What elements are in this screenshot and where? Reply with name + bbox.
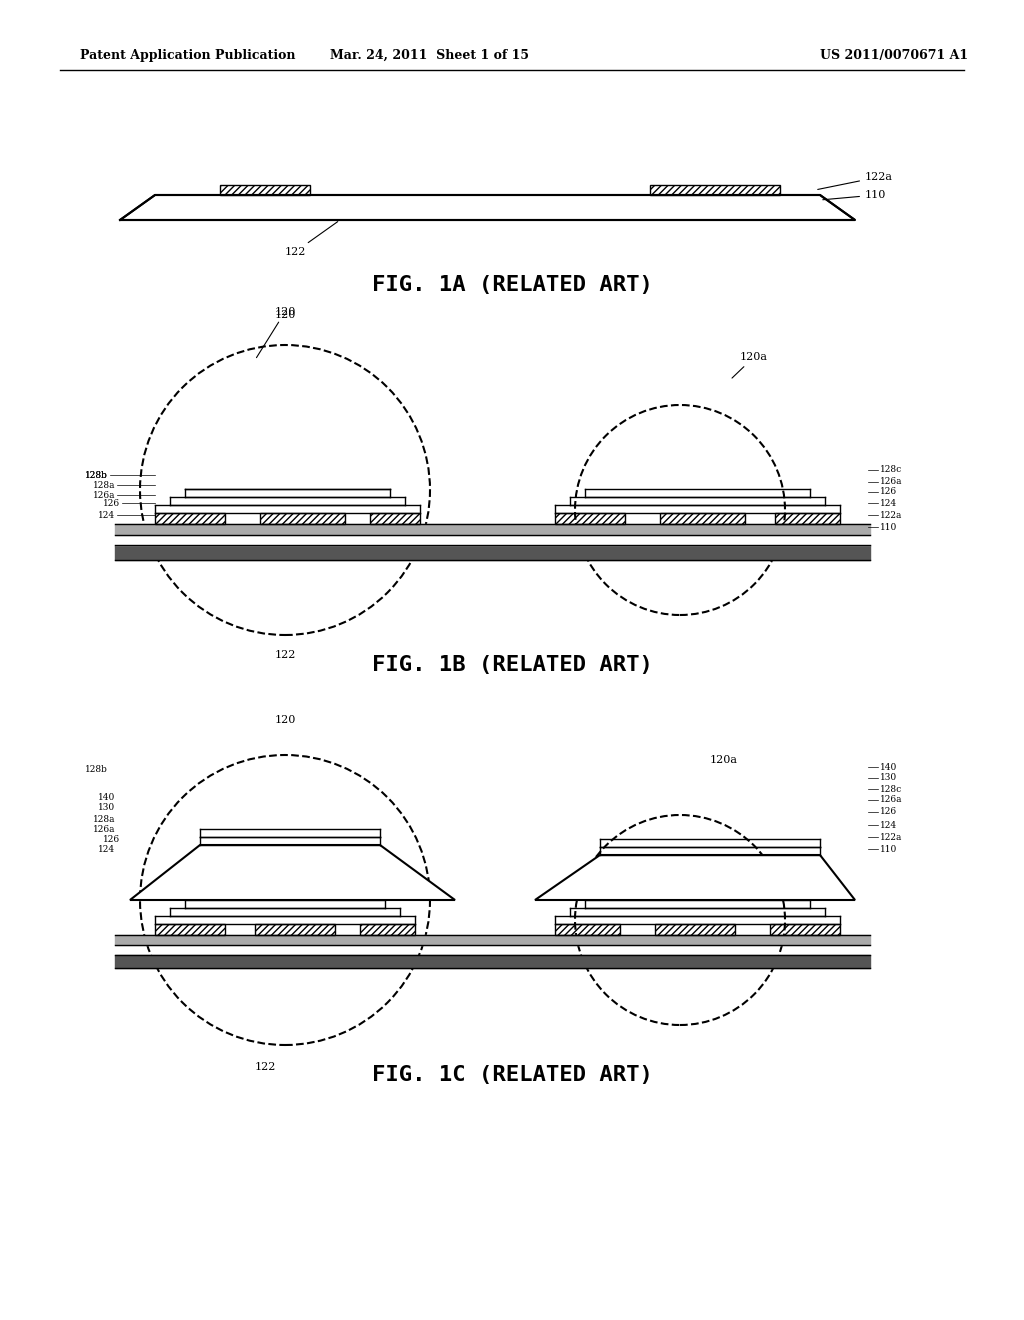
Text: 120a: 120a — [732, 352, 768, 378]
Text: 122a: 122a — [880, 511, 902, 520]
Text: 110: 110 — [880, 845, 897, 854]
Text: 120: 120 — [274, 715, 296, 725]
Text: 128a: 128a — [92, 480, 115, 490]
Text: 124: 124 — [98, 845, 115, 854]
Text: 122: 122 — [285, 222, 338, 257]
Text: Patent Application Publication: Patent Application Publication — [80, 49, 296, 62]
Text: 140: 140 — [97, 792, 115, 801]
Text: 130: 130 — [98, 804, 115, 813]
Text: 124: 124 — [880, 499, 897, 507]
Polygon shape — [535, 855, 855, 900]
Text: 120: 120 — [274, 310, 296, 319]
Text: 122: 122 — [274, 649, 296, 660]
Text: 126: 126 — [102, 834, 120, 843]
Text: 122: 122 — [254, 1063, 275, 1072]
Text: FIG. 1C (RELATED ART): FIG. 1C (RELATED ART) — [372, 1065, 652, 1085]
Polygon shape — [130, 845, 455, 900]
Text: 126: 126 — [880, 487, 897, 496]
Text: 126a: 126a — [92, 491, 115, 499]
Text: 126: 126 — [880, 808, 897, 817]
Text: 128b: 128b — [85, 766, 108, 775]
Text: 110: 110 — [880, 523, 897, 532]
Text: 124: 124 — [98, 511, 115, 520]
Text: 122a: 122a — [880, 833, 902, 842]
Text: 128b: 128b — [85, 470, 108, 479]
Text: 126a: 126a — [92, 825, 115, 833]
Text: 122a: 122a — [818, 172, 893, 190]
Text: 126: 126 — [102, 499, 120, 507]
Text: 124: 124 — [880, 821, 897, 829]
Text: 120a: 120a — [710, 755, 738, 766]
Text: 110: 110 — [822, 190, 887, 201]
Text: 128c: 128c — [880, 466, 902, 474]
Text: 128c: 128c — [880, 784, 902, 793]
Text: FIG. 1A (RELATED ART): FIG. 1A (RELATED ART) — [372, 275, 652, 294]
Text: 126a: 126a — [880, 796, 902, 804]
Text: 140: 140 — [880, 763, 897, 771]
Text: 128a: 128a — [92, 814, 115, 824]
Text: 130: 130 — [880, 774, 897, 783]
Text: US 2011/0070671 A1: US 2011/0070671 A1 — [820, 49, 968, 62]
Text: 128b: 128b — [85, 470, 108, 479]
Text: Mar. 24, 2011  Sheet 1 of 15: Mar. 24, 2011 Sheet 1 of 15 — [331, 49, 529, 62]
Polygon shape — [120, 195, 855, 220]
Text: 126a: 126a — [880, 478, 902, 487]
Text: FIG. 1B (RELATED ART): FIG. 1B (RELATED ART) — [372, 655, 652, 675]
Text: 120: 120 — [256, 308, 296, 358]
